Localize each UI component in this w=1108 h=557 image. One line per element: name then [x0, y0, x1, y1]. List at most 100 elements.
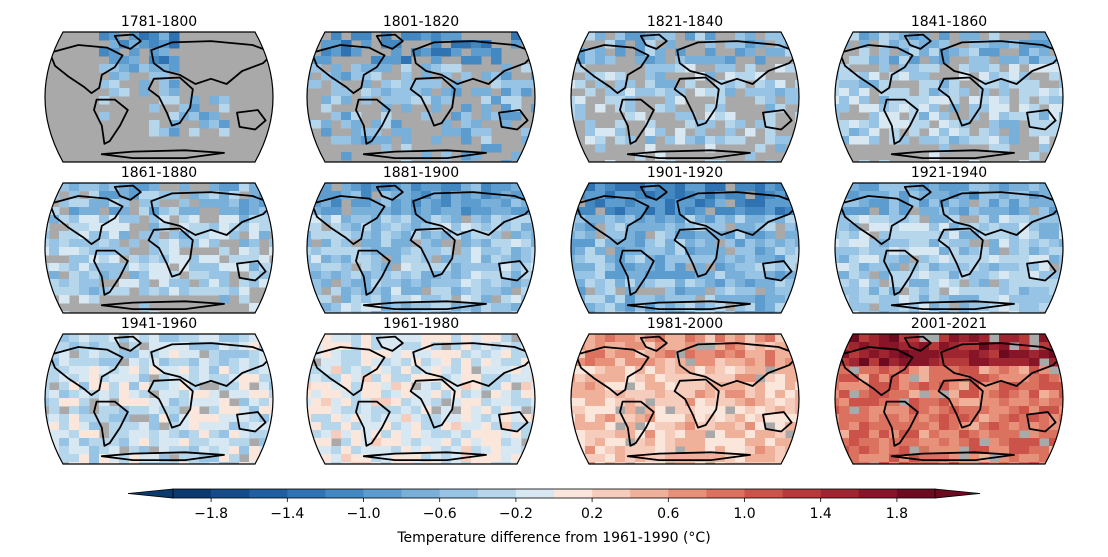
grid-cell [605, 96, 616, 105]
grid-cell [625, 374, 636, 383]
grid-cell [451, 390, 462, 399]
coastline [310, 195, 386, 246]
grid-cell [919, 374, 930, 383]
grid-cell [69, 462, 80, 464]
grid-cell [501, 223, 512, 232]
grid-cell [571, 112, 576, 121]
colorbar-swatch [896, 489, 936, 498]
grid-cell [705, 438, 716, 447]
coastline [626, 149, 751, 160]
grid-cell [949, 136, 960, 145]
grid-cell [471, 406, 482, 415]
grid-cell [615, 263, 626, 272]
grid-cell [879, 56, 890, 65]
grid-cell [431, 136, 442, 145]
grid-cell [675, 215, 686, 224]
grid-cell [471, 454, 482, 463]
grid-cell [879, 398, 890, 407]
grid-cell [119, 56, 130, 65]
grid-cell [755, 382, 766, 391]
grid-cell [371, 462, 382, 464]
grid-cell [929, 382, 940, 391]
grid-cell [461, 287, 472, 296]
grid-cell [411, 430, 422, 439]
grid-cell [541, 231, 552, 240]
grid-cell [929, 271, 940, 280]
grid-cell [361, 342, 372, 351]
grid-cell [979, 390, 990, 399]
grid-cell [735, 366, 746, 375]
grid-cell [391, 430, 402, 439]
grid-cell [869, 342, 880, 351]
grid-cell [765, 215, 776, 224]
grid-cell [705, 374, 716, 383]
grid-cell [675, 191, 686, 200]
grid-cell [511, 191, 522, 200]
grid-cell [159, 263, 170, 272]
grid-cell [491, 247, 502, 256]
grid-cell [745, 390, 756, 399]
grid-cell [755, 406, 766, 415]
grid-cell [879, 358, 890, 367]
grid-cell [381, 287, 392, 296]
grid-cell [1069, 295, 1080, 304]
grid-cell [391, 223, 402, 232]
grid-cell [715, 334, 726, 343]
grid-cell [725, 72, 736, 81]
grid-cell [989, 72, 1000, 81]
grid-cell [291, 414, 302, 423]
grid-cell [331, 40, 342, 49]
grid-cell [109, 438, 120, 447]
grid-cell [849, 303, 860, 312]
grid-cell [229, 334, 240, 343]
grid-cell [89, 414, 100, 423]
grid-cell [431, 32, 442, 41]
grid-cell [615, 438, 626, 447]
grid-cell [381, 422, 392, 431]
grid-cell [119, 231, 130, 240]
grid-cell [189, 446, 200, 455]
grid-cell [859, 215, 870, 224]
grid-cell [321, 390, 332, 399]
grid-cell [189, 342, 200, 351]
grid-cell [919, 342, 930, 351]
grid-cell [685, 56, 696, 65]
grid-cell [755, 311, 766, 313]
grid-cell [625, 263, 636, 272]
grid-cell [595, 430, 606, 439]
grid-cell [655, 358, 666, 367]
grid-cell [69, 334, 80, 343]
grid-cell [949, 414, 960, 423]
grid-cell [765, 358, 776, 367]
panel-title: 1981-2000 [647, 316, 723, 332]
grid-cell [575, 215, 586, 224]
grid-cell [45, 247, 50, 256]
grid-cell [869, 247, 880, 256]
grid-cell [1059, 446, 1063, 455]
grid-cell [249, 430, 260, 439]
grid-cell [341, 247, 352, 256]
grid-cell [571, 311, 576, 313]
grid-cell [461, 255, 472, 264]
grid-cell [311, 406, 322, 415]
grid-cell [1019, 406, 1030, 415]
grid-cell [615, 32, 626, 41]
grid-cell [189, 223, 200, 232]
grid-cell [785, 303, 796, 312]
grid-cell [979, 398, 990, 407]
grid-cell [755, 422, 766, 431]
grid-cell [889, 255, 900, 264]
grid-cell [29, 430, 40, 439]
grid-cell [615, 350, 626, 359]
grid-cell [291, 247, 302, 256]
grid-cell [119, 430, 130, 439]
grid-cell [1019, 438, 1030, 447]
grid-cell [29, 287, 40, 296]
grid-cell [279, 80, 290, 89]
grid-cell [1039, 215, 1050, 224]
grid-cell [291, 96, 302, 105]
grid-cell [501, 438, 512, 447]
grid-cell [585, 199, 596, 208]
grid-cell [219, 295, 230, 304]
grid-cell [421, 342, 432, 351]
